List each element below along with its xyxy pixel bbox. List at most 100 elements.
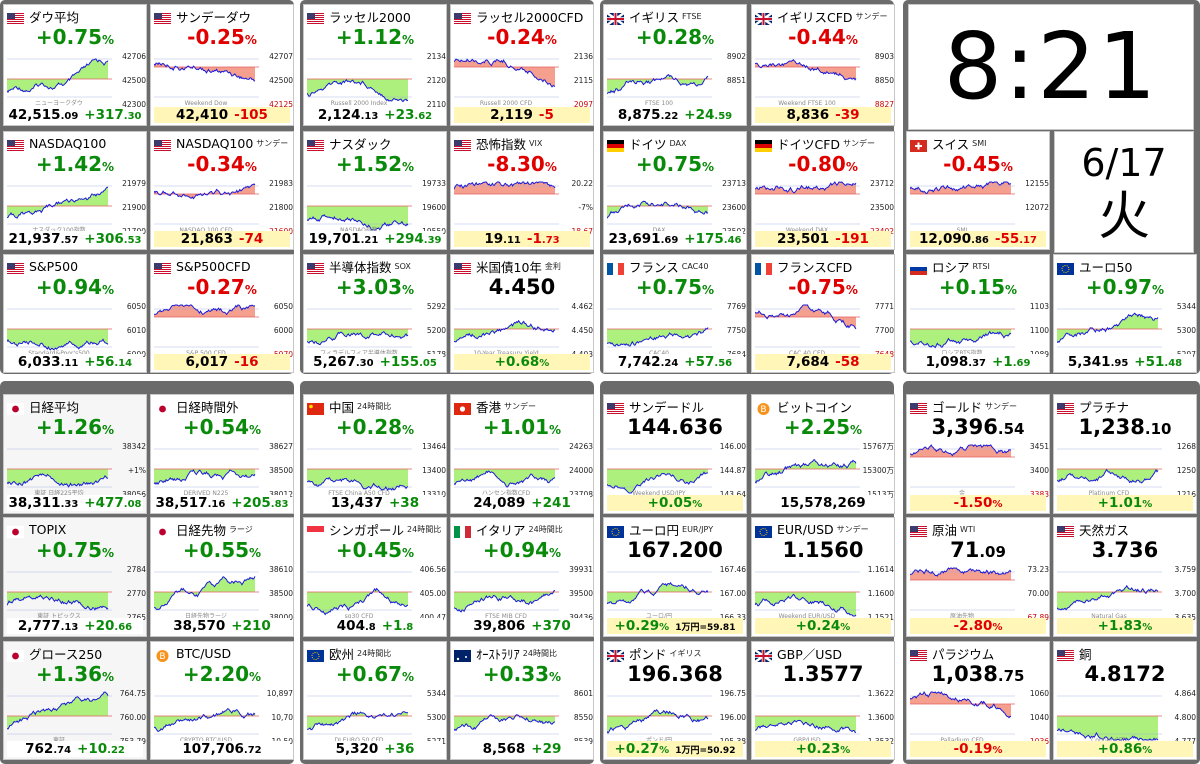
market-tile[interactable]: GBP／USD1.3577GBP/USD1.36221.36001.3532+0…	[751, 641, 895, 760]
hk-flag-icon	[454, 400, 471, 415]
tile-price-main: 4.450	[488, 275, 556, 299]
tile-change-percent: +0.67%	[304, 662, 446, 689]
percent-unit: %	[402, 33, 415, 47]
percent-unit: %	[402, 423, 415, 437]
percent-unit: %	[102, 160, 115, 174]
de-flag-icon	[755, 137, 772, 152]
tile-price-main: 6,033	[17, 354, 61, 370]
chart-watermark: CAC40	[649, 350, 669, 357]
tile-footer: 404.8 +1.8	[307, 618, 443, 634]
tile-header: フランスCFD	[755, 257, 892, 275]
tile-price-main: 5,267	[313, 354, 356, 370]
tile-name: 半導体指数	[329, 259, 392, 275]
market-tile[interactable]: フランスCAC40+0.75%CAC407769775076847,742.24…	[603, 254, 747, 373]
tile-name: ダウ平均	[29, 9, 80, 25]
market-tile[interactable]: サンデードル 144.636 Weekend USD/JPY 146.00 144.87…	[603, 394, 747, 514]
market-tile[interactable]: NASDAQ100+1.42%ナスダック100指数219792190021700…	[3, 131, 147, 250]
tile-change-main: +306	[84, 231, 124, 247]
tile-price-main: 404	[336, 618, 365, 634]
chart-area	[7, 58, 108, 93]
tile-name: GBP／USD	[777, 646, 843, 662]
market-tile[interactable]: ドイツDAX+0.75%DAX23713236002350223,691.69+…	[603, 131, 747, 250]
market-tile[interactable]: 半導体指数SOX+3.03%フィラデルフィア半導体指数5292520051785…	[303, 254, 447, 373]
market-tile[interactable]: EUR/USD サンデー 1.1560 Weekend EUR/USD 1.1614 1.…	[751, 517, 895, 637]
market-tile[interactable]: ラッセル2000CFD -0.24% Russell 2000 CFD 2136 211…	[450, 4, 594, 126]
tile-price: 1,098.37	[926, 354, 986, 370]
market-tile[interactable]: S&P500+0.94%Standard&Poor's5006050601060…	[3, 254, 147, 373]
tile-header: ｵｰｽﾄﾗﾘｱ 24時間比	[454, 644, 591, 662]
percent-unit: %	[102, 283, 115, 297]
price-chart: sg30 CFD 406.56 405.00 400.47	[307, 565, 446, 622]
market-tile[interactable]: ナスダック+1.52%NASDAQ指数19733196001955019,701…	[303, 131, 447, 250]
market-tile[interactable]: 中国 24時間比 +0.28% FTSE China A50 CFD 13464 1340…	[303, 394, 447, 514]
market-tile[interactable]: イギリスCFD サンデー -0.44% Weekend FTSE 100 8903 885…	[751, 4, 895, 126]
tile-change-main: -58	[835, 354, 860, 370]
tile-change-decimal: %	[1142, 745, 1153, 756]
tile-name: フランス	[629, 259, 679, 275]
tile-change: +370	[531, 618, 571, 634]
market-tile[interactable]: ユーロ50+0.97%5344530052975,341.95+51.48	[1053, 254, 1197, 373]
market-tile[interactable]: サンデーダウ -0.25% Weekend Dow 42707 42500 42125 42…	[150, 4, 294, 126]
market-tile[interactable]: B ビットコイン+2.25%15767万 15300万 1513万15,578,269	[751, 394, 895, 514]
market-tile[interactable]: 日経先物ラージ+0.55%日経先物ラージ38610385003800038,57…	[150, 517, 294, 637]
tile-price-main: 19,701	[308, 231, 361, 247]
market-tile[interactable]: グロース250+1.36%東証764.75760.00753.79762.74+…	[3, 641, 147, 760]
tile-price: 24,089	[473, 495, 525, 511]
tile-price-main: 38,311	[8, 495, 61, 511]
market-tile[interactable]: ダウ平均 +0.75% ニューヨークダウ 42706 42500 42300 42,515.…	[3, 4, 147, 126]
tile-price: 7,684	[786, 354, 829, 370]
tile-header: S&P500	[7, 257, 144, 275]
market-tile[interactable]: 日経平均+1.26%東証 日経225平均38342+1%3805638,311.…	[3, 394, 147, 514]
tile-price-decimal: .72	[243, 745, 262, 756]
tile-price: 2,124.13	[318, 107, 378, 123]
chart-area	[910, 568, 1011, 580]
axis-label: 2115	[574, 76, 593, 85]
tile-price-main: 3,396	[931, 415, 998, 439]
market-tile[interactable]: ユーロ円EUR/JPY167.200ユーロ/円167.46167.00166.3…	[603, 517, 747, 637]
tile-price-main: 71	[950, 538, 980, 562]
percent-unit: %	[845, 160, 858, 174]
tile-price-main: 196.368	[627, 662, 723, 686]
market-tile[interactable]: B BTC/USD+2.20% CRYPTO BTC/USD 10,897 10,70 1…	[150, 641, 294, 760]
market-tile[interactable]: ラッセル2000 +1.12% Russell 2000 Index 2134 2120…	[303, 4, 447, 126]
chart-watermark: Weekend EUR/USD	[779, 613, 836, 620]
tile-header: ユーロ50	[1057, 257, 1194, 275]
tile-name: 日経平均	[29, 399, 80, 415]
market-tile[interactable]: 日経時間外+0.54%DERIVED N22538627385003801238…	[150, 394, 294, 514]
tile-change-main: -16	[234, 354, 259, 370]
tile-price-main: 167.200	[627, 538, 723, 562]
tile-name: 恐怖指数	[476, 136, 527, 152]
market-tile[interactable]: S&P500CFD-0.27%S&P 500 CFD6050600059706,…	[150, 254, 294, 373]
btc-flag-icon: B	[755, 400, 772, 415]
tile-name: ポンド	[629, 646, 667, 662]
price-line	[154, 304, 256, 316]
tile-subtitle: 金利	[544, 261, 561, 271]
market-tile[interactable]: ロシアRTSI+0.15%ロシアRTS指数1103110010891,098.3…	[906, 254, 1050, 373]
market-tile[interactable]: イギリス FTSE +0.28% FTSE 100 8902 8851 8,875.22 +2…	[603, 4, 747, 126]
market-tile[interactable]: 香港サンデー+1.01%ハンセン指数CFD24263240002370824,0…	[450, 394, 594, 514]
market-tile[interactable]: ポンドイギリス196.368ポンド/円196.75196.00195.38+0.…	[603, 641, 747, 760]
market-tile[interactable]: TOPIX+0.75% 東証 トピックス 2784 2770 2765 2,777.13 +…	[3, 517, 147, 637]
tile-change-percent: +0.28%	[604, 25, 746, 52]
tile-change-main: -5	[538, 107, 554, 123]
tile-change-decimal: %	[539, 358, 550, 369]
tile-name: イギリスCFD	[777, 9, 853, 25]
axis-label: 144.87	[720, 466, 746, 475]
market-tile[interactable]: フランスCFD-0.75%CAC 40 CFD7771770076487,684…	[751, 254, 895, 373]
axis-label: 405.00	[420, 589, 446, 598]
